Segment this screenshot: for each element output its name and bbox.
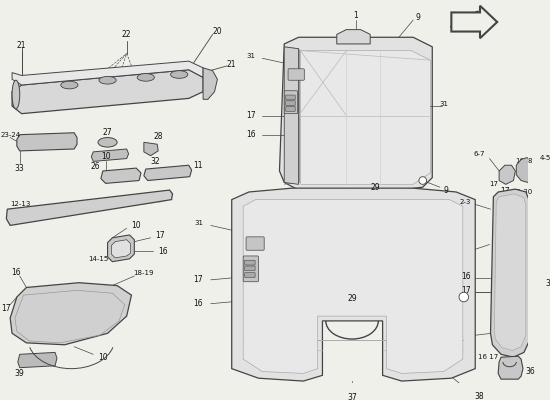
Polygon shape xyxy=(101,168,141,183)
Text: 25-30: 25-30 xyxy=(513,189,533,195)
Text: 10: 10 xyxy=(131,221,141,230)
Text: 9: 9 xyxy=(444,186,449,194)
Text: 17: 17 xyxy=(489,181,498,187)
Ellipse shape xyxy=(61,81,78,89)
Polygon shape xyxy=(91,149,129,162)
Polygon shape xyxy=(18,352,57,368)
Text: 16 17: 16 17 xyxy=(477,354,498,360)
Ellipse shape xyxy=(98,138,117,147)
Text: 17: 17 xyxy=(246,111,256,120)
Text: 21: 21 xyxy=(227,60,236,68)
Polygon shape xyxy=(12,61,203,85)
FancyBboxPatch shape xyxy=(243,256,258,282)
Text: 17: 17 xyxy=(500,188,510,196)
Text: 26: 26 xyxy=(90,162,100,171)
Text: 38: 38 xyxy=(474,392,484,400)
Polygon shape xyxy=(337,30,370,44)
Text: 14-15: 14-15 xyxy=(88,256,108,262)
FancyBboxPatch shape xyxy=(285,101,295,106)
Polygon shape xyxy=(516,158,535,182)
Text: 16: 16 xyxy=(194,299,203,308)
FancyBboxPatch shape xyxy=(288,69,304,80)
Text: 31: 31 xyxy=(246,53,256,59)
Text: 16: 16 xyxy=(11,268,21,277)
Polygon shape xyxy=(284,47,299,184)
Text: 9: 9 xyxy=(415,13,420,22)
Polygon shape xyxy=(520,165,532,180)
Text: 11: 11 xyxy=(194,161,203,170)
Text: 16: 16 xyxy=(246,130,256,139)
Text: 17: 17 xyxy=(461,286,470,295)
FancyBboxPatch shape xyxy=(284,91,298,114)
Text: 6-7: 6-7 xyxy=(474,151,485,157)
Polygon shape xyxy=(243,200,463,374)
FancyBboxPatch shape xyxy=(285,106,295,111)
Text: 23-24: 23-24 xyxy=(0,132,20,138)
Text: 17: 17 xyxy=(194,275,203,284)
Text: 18-19: 18-19 xyxy=(134,270,154,276)
Text: 36: 36 xyxy=(526,367,536,376)
Polygon shape xyxy=(498,356,523,379)
Polygon shape xyxy=(112,240,130,258)
Polygon shape xyxy=(279,37,432,190)
Ellipse shape xyxy=(137,74,155,81)
Text: 31: 31 xyxy=(493,240,502,246)
Polygon shape xyxy=(494,194,526,350)
FancyBboxPatch shape xyxy=(245,273,255,278)
Polygon shape xyxy=(203,68,217,99)
Text: 10: 10 xyxy=(98,353,108,362)
Polygon shape xyxy=(7,190,173,225)
Text: 16: 16 xyxy=(461,272,470,280)
Text: 20: 20 xyxy=(213,27,222,36)
Text: 16: 16 xyxy=(158,247,168,256)
Text: 12-13: 12-13 xyxy=(10,201,31,207)
Text: 28: 28 xyxy=(153,132,163,141)
Text: 17: 17 xyxy=(155,232,165,240)
Text: 31: 31 xyxy=(194,220,203,226)
FancyBboxPatch shape xyxy=(246,237,264,250)
Circle shape xyxy=(459,292,469,302)
Circle shape xyxy=(419,177,427,184)
Text: 4-5: 4-5 xyxy=(539,154,550,160)
Polygon shape xyxy=(232,188,475,381)
Text: 8: 8 xyxy=(527,158,532,164)
FancyBboxPatch shape xyxy=(245,266,255,271)
Polygon shape xyxy=(108,235,134,262)
Text: 2-3: 2-3 xyxy=(459,200,470,206)
Polygon shape xyxy=(12,70,203,114)
Ellipse shape xyxy=(99,76,116,84)
Ellipse shape xyxy=(170,71,188,78)
Text: 21: 21 xyxy=(17,41,26,50)
Polygon shape xyxy=(300,51,430,184)
Text: 16: 16 xyxy=(516,158,525,164)
Ellipse shape xyxy=(12,80,20,109)
FancyBboxPatch shape xyxy=(245,260,255,265)
Text: 37: 37 xyxy=(347,393,357,400)
Text: 1: 1 xyxy=(354,11,358,20)
Polygon shape xyxy=(10,283,131,345)
Text: 22: 22 xyxy=(122,30,131,39)
Polygon shape xyxy=(491,189,530,357)
Text: 35: 35 xyxy=(496,327,505,336)
Text: 32: 32 xyxy=(151,157,160,166)
Text: 34: 34 xyxy=(545,279,550,288)
Text: 9: 9 xyxy=(493,286,498,295)
Text: 29: 29 xyxy=(370,183,380,192)
FancyBboxPatch shape xyxy=(285,95,295,100)
Polygon shape xyxy=(452,6,497,38)
Text: 33: 33 xyxy=(15,164,25,173)
Polygon shape xyxy=(144,142,158,156)
Polygon shape xyxy=(17,133,77,151)
Text: 39: 39 xyxy=(14,369,24,378)
Polygon shape xyxy=(144,165,191,180)
Text: 17: 17 xyxy=(2,304,11,313)
Text: 27: 27 xyxy=(103,128,112,137)
Text: 10: 10 xyxy=(101,152,111,161)
Polygon shape xyxy=(499,165,515,184)
Text: 31: 31 xyxy=(440,101,449,107)
Text: 29: 29 xyxy=(347,294,357,304)
